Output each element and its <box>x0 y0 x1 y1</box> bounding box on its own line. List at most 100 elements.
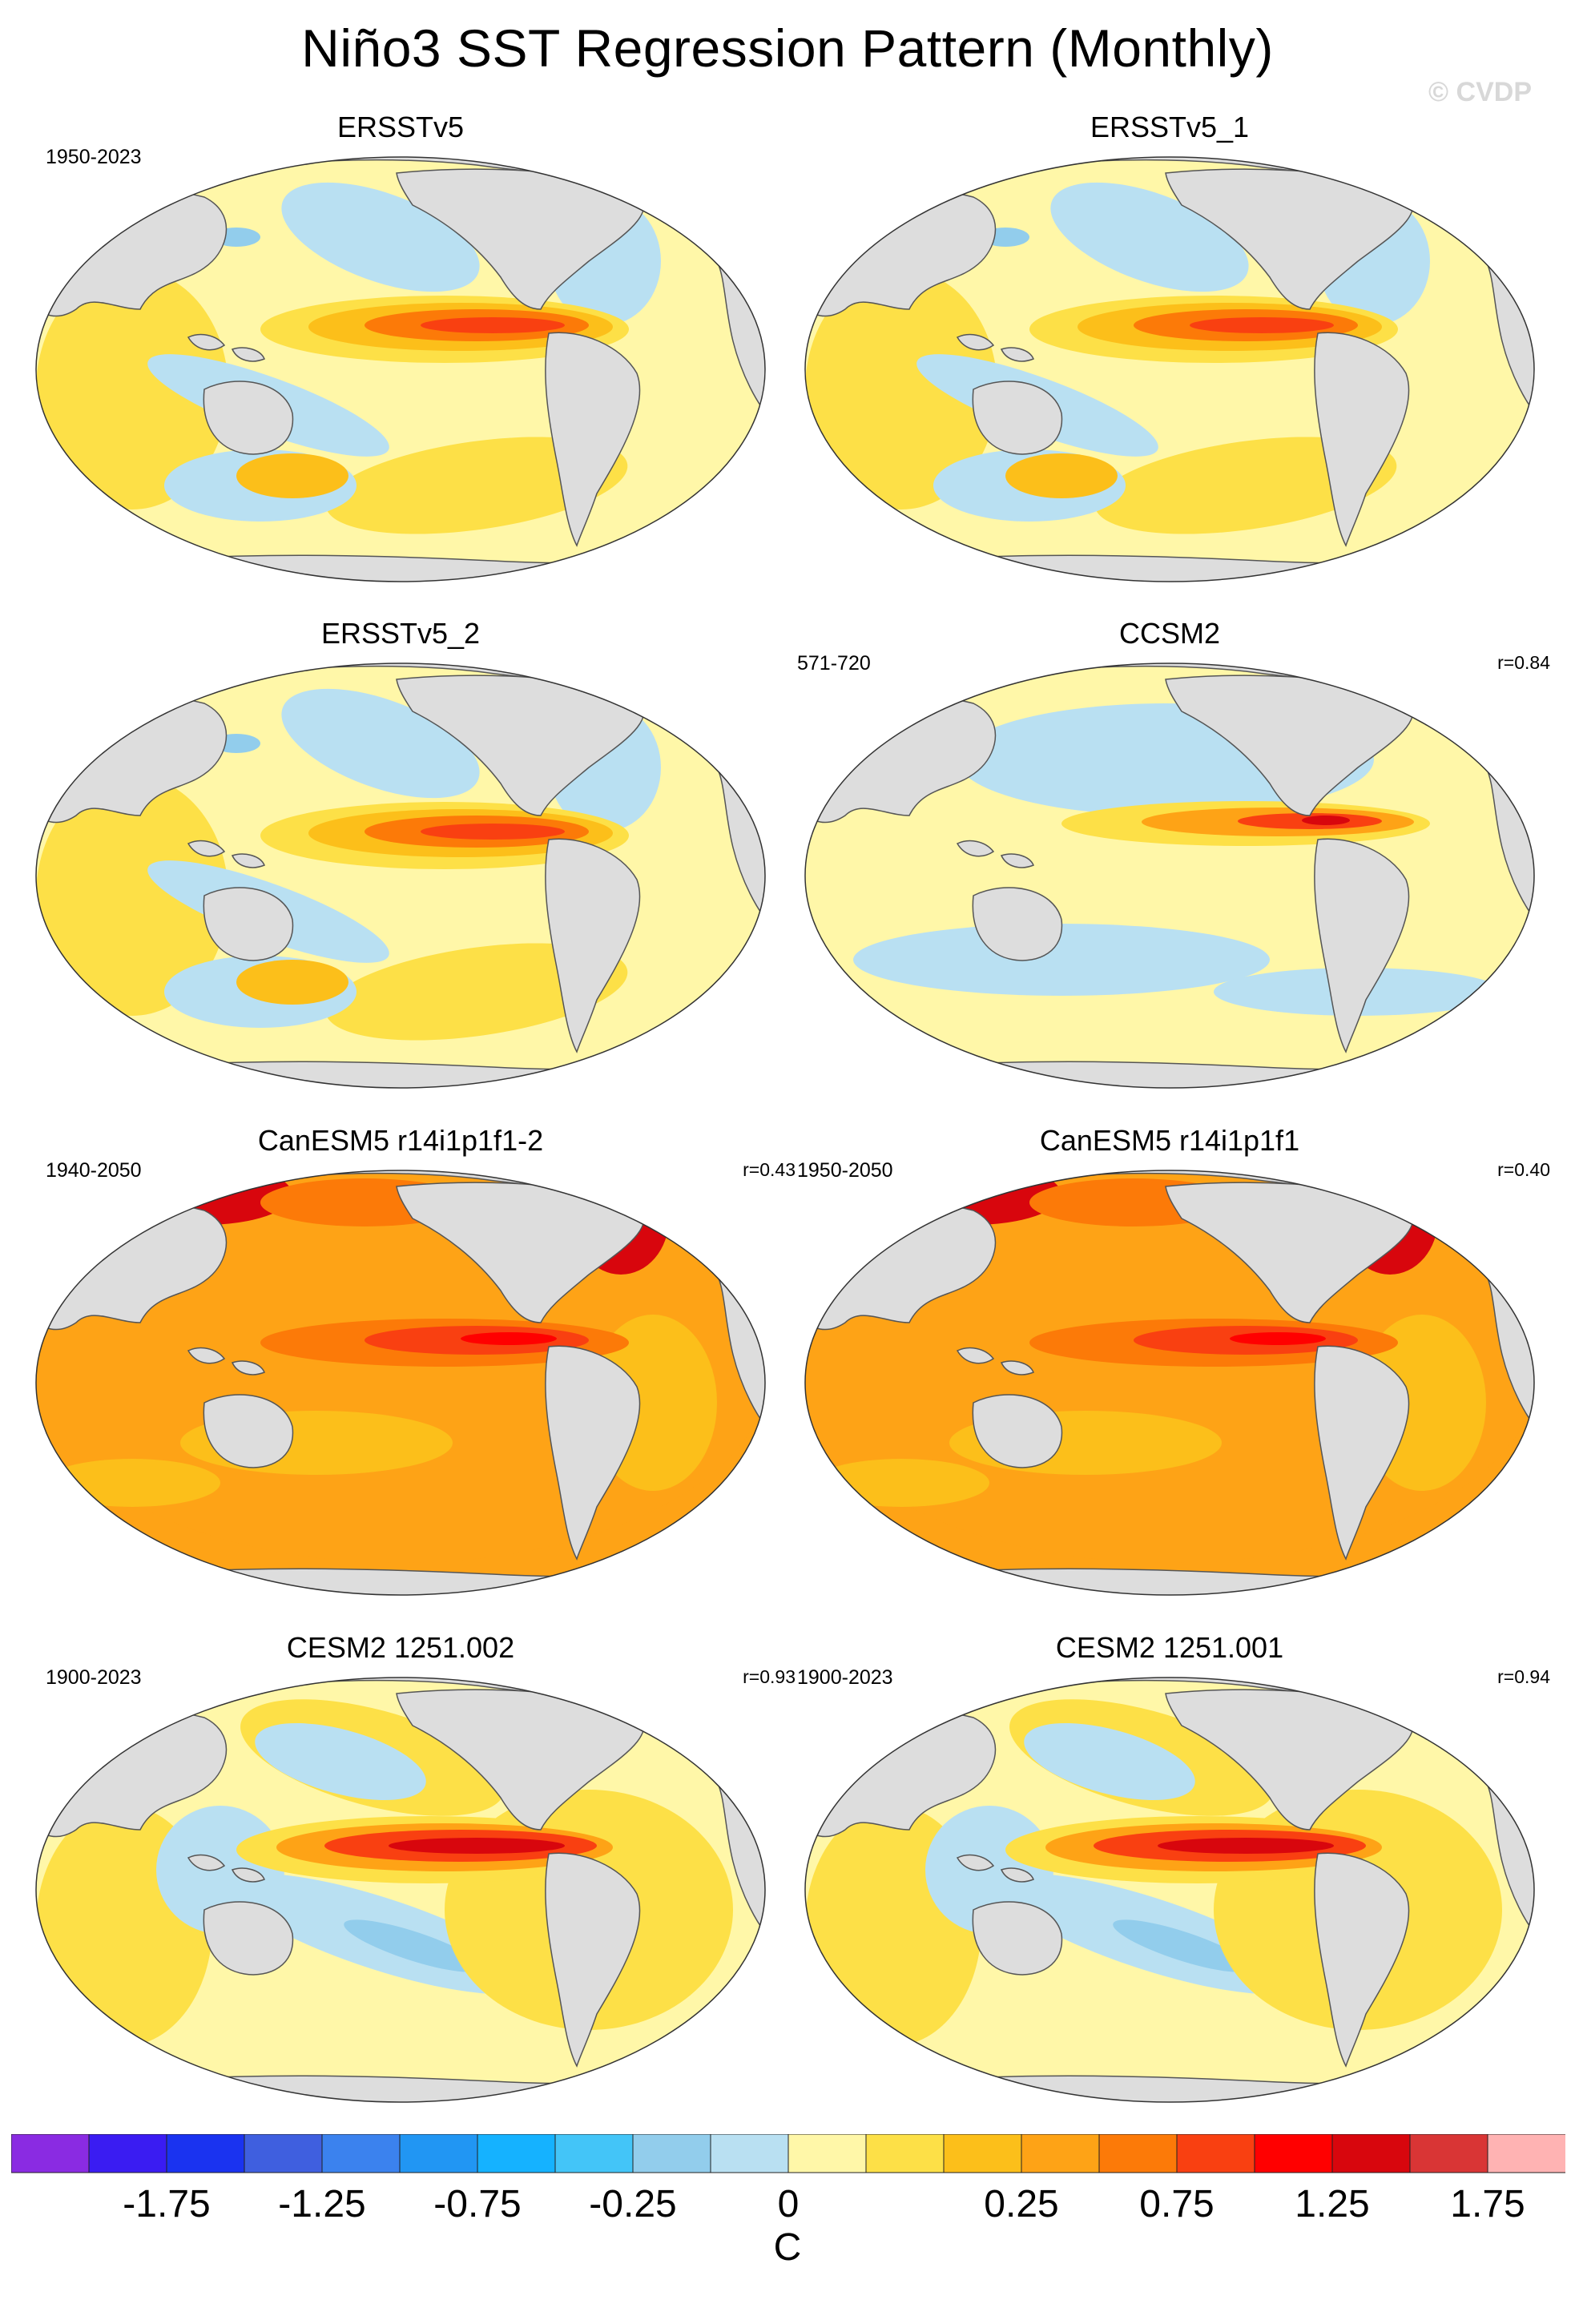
antarctica <box>36 1061 765 1088</box>
north-pacific-cool-anomaly <box>1024 1723 1195 1800</box>
sst-regression-map <box>35 156 766 582</box>
maritime-continent <box>187 1854 226 1871</box>
south-pacific-cool-core <box>344 1919 481 1972</box>
colorbar-tick-label: -0.25 <box>589 2183 677 2225</box>
south-america <box>545 1345 641 1561</box>
greenland <box>634 1683 694 1720</box>
south-america <box>1314 1852 1410 2068</box>
map-panel: CESM2 1251.001 1900-2023 r=0.94 <box>797 1631 1550 2112</box>
colorbar-box <box>88 2134 167 2173</box>
panel-period-label: 1950-2050 <box>797 1159 893 1182</box>
map-border <box>35 156 766 582</box>
map-border <box>35 1170 766 1596</box>
colorbar-tick-label: 0.25 <box>984 2183 1059 2225</box>
australia <box>203 381 294 455</box>
north-pacific-cool-anomaly <box>255 1723 426 1800</box>
maritime-continent <box>956 1854 995 1871</box>
panel-pattern-correlation: r=0.93 <box>743 1666 796 1687</box>
colorbar-box <box>477 2134 556 2173</box>
colorbar-box <box>1409 2134 1488 2173</box>
equatorial-warm-peak <box>1302 816 1350 825</box>
colorbar-tick-label: 1.75 <box>1450 2183 1525 2225</box>
colorbar-tick-label: 0 <box>777 2183 800 2225</box>
south-pacific-cool-core <box>1113 1919 1251 1972</box>
sst-regression-map <box>804 1170 1535 1596</box>
new-guinea <box>231 1867 265 1883</box>
maritime-continent <box>187 1347 226 1364</box>
greenland <box>1404 669 1463 706</box>
colorbar-box <box>632 2134 711 2173</box>
antarctica <box>805 2075 1534 2102</box>
south-pacific-warm-patch <box>236 960 348 1005</box>
new-guinea <box>231 853 265 868</box>
australia <box>972 887 1063 961</box>
panel-title: ERSSTv5_2 <box>320 617 481 650</box>
australia <box>203 887 294 961</box>
colorbar-box <box>1254 2134 1333 2173</box>
colorbar-box <box>710 2134 789 2173</box>
australia <box>972 1901 1063 1976</box>
colorbar-box <box>11 2134 90 2173</box>
map-panel: ERSSTv5 1950-2023 <box>28 111 773 591</box>
colorbar-tick-label: -1.75 <box>123 2183 211 2225</box>
colorbar-box <box>943 2134 1022 2173</box>
colorbar-box <box>1021 2134 1100 2173</box>
maritime-continent <box>187 840 226 857</box>
map-border <box>35 663 766 1089</box>
colorbar-box <box>321 2134 401 2173</box>
panel-period-label: 1940-2050 <box>46 1159 142 1182</box>
map-panel: CESM2 1251.002 1900-2023 r=0.93 <box>28 1631 796 2112</box>
maritime-continent <box>956 333 995 351</box>
new-guinea <box>1000 1867 1034 1883</box>
equatorial-warm-peak <box>1190 317 1334 333</box>
panel-period-label: 571-720 <box>797 652 871 675</box>
antarctica <box>36 554 765 582</box>
equatorial-warm-peak <box>389 1838 565 1854</box>
sst-regression-map <box>804 156 1535 582</box>
equatorial-warm-peak <box>421 317 565 333</box>
panel-period-label: 1900-2023 <box>46 1666 142 1689</box>
colorbar-box <box>1487 2134 1565 2173</box>
panel-title: CanESM5 r14i1p1f1-2 <box>257 1124 544 1157</box>
antarctica <box>805 554 1534 582</box>
colorbar-box <box>244 2134 323 2173</box>
new-guinea <box>1000 347 1034 362</box>
colorbar <box>11 2134 1565 2173</box>
colorbar-box <box>1098 2134 1178 2173</box>
colorbar-box <box>788 2134 867 2173</box>
panel-pattern-correlation: r=0.94 <box>1497 1666 1550 1687</box>
equatorial-warm-peak <box>1230 1332 1326 1345</box>
south-pacific-warm-patch <box>236 453 348 498</box>
panel-pattern-correlation: r=0.84 <box>1497 652 1550 673</box>
south-america <box>545 332 641 547</box>
panel-pattern-correlation: r=0.43 <box>743 1159 796 1180</box>
colorbar-tick-label: -0.75 <box>433 2183 522 2225</box>
panel-title: CCSM2 <box>1118 617 1221 650</box>
indian-ocean-warm-anomaly <box>805 269 997 510</box>
colorbar-tick-label: 1.25 <box>1295 2183 1370 2225</box>
south-america <box>1314 1345 1410 1561</box>
greenland <box>634 163 694 199</box>
new-guinea <box>1000 1360 1034 1375</box>
colorbar-tick-label: 0.75 <box>1139 2183 1214 2225</box>
indian-ocean-warm-anomaly <box>36 775 228 1016</box>
sst-regression-map <box>804 663 1535 1089</box>
south-america <box>1314 332 1410 547</box>
panel-period-label: 1950-2023 <box>46 146 142 168</box>
panel-title: ERSSTv5_1 <box>1090 111 1250 143</box>
north-pacific-cool-anomaly <box>1050 182 1249 292</box>
indian-ocean-warm-anomaly <box>36 269 228 510</box>
colorbar-box <box>1176 2134 1255 2173</box>
antarctica <box>805 1568 1534 1595</box>
south-pacific-warm-band <box>325 437 628 534</box>
map-panel: CanESM5 r14i1p1f1 1950-2050 r=0.40 <box>797 1124 1550 1605</box>
greenland <box>1404 1683 1463 1720</box>
indian-moderate-band <box>813 1459 989 1507</box>
panel-title: CESM2 1251.001 <box>1055 1631 1284 1664</box>
sst-regression-map <box>35 663 766 1089</box>
colorbar-tick-label: -1.25 <box>278 2183 366 2225</box>
greenland <box>1404 1176 1463 1213</box>
north-pacific-cool-anomaly <box>281 182 480 292</box>
map-border <box>804 156 1535 582</box>
southern-cool-band <box>853 924 1270 996</box>
